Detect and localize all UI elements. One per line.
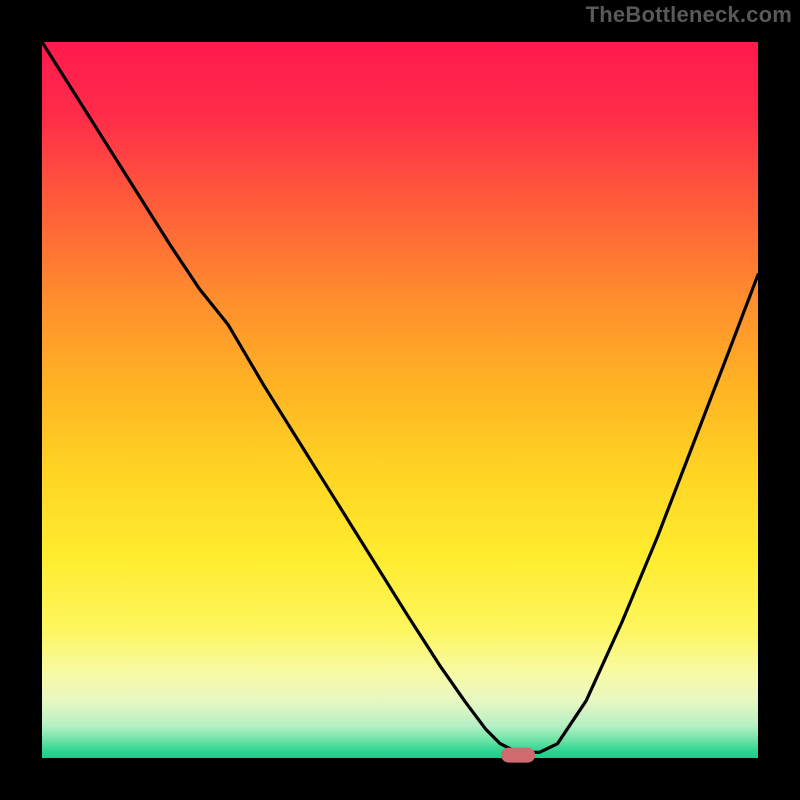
- chart-svg: [0, 0, 800, 800]
- plot-area: [42, 42, 758, 758]
- watermark-text: TheBottleneck.com: [586, 2, 792, 28]
- chart-frame: TheBottleneck.com: [0, 0, 800, 800]
- optimum-marker: [501, 748, 535, 763]
